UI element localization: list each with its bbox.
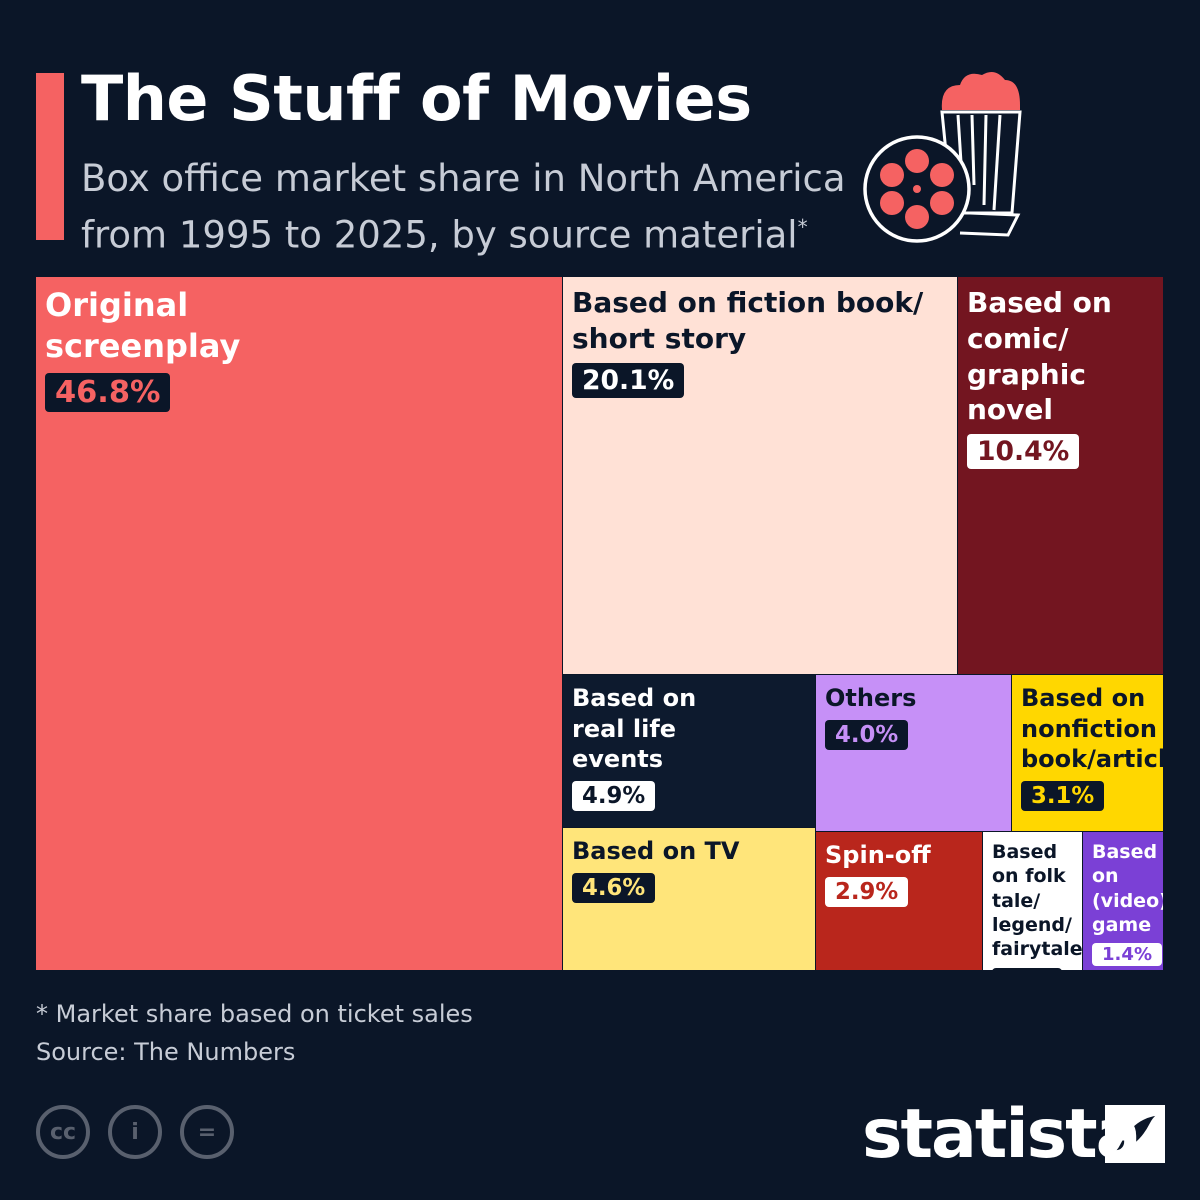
cell-value-badge: 1.4% xyxy=(1092,943,1163,967)
cell-value-badge: 2.9% xyxy=(825,876,909,907)
cell-label: Based on fiction book/ short story xyxy=(572,286,924,355)
treemap-cell-others: Others 4.0% xyxy=(816,675,1012,832)
treemap-cell-fiction-book: Based on fiction book/ short story 20.1% xyxy=(563,277,958,675)
source: Source: The Numbers xyxy=(36,1038,296,1066)
treemap-cell-real-life-events: Based on real life events 4.9% xyxy=(563,675,816,828)
cell-label: Based on (video) game xyxy=(1092,841,1164,936)
cc-icon[interactable]: cc xyxy=(36,1105,90,1159)
cell-value-badge: 4.0% xyxy=(825,719,909,750)
treemap-cell-original-screenplay: Original screenplay 46.8% xyxy=(36,277,563,971)
treemap-cell-comic-graphic-novel: Based on comic/ graphic novel 10.4% xyxy=(958,277,1164,675)
treemap: Original screenplay 46.8% Based on fiction… xyxy=(36,277,1164,971)
cell-value-badge: 4.9% xyxy=(572,781,656,812)
cell-value-badge: 4.6% xyxy=(572,872,656,903)
cell-label: Based on folk tale/ legend/ fairytale xyxy=(992,841,1083,961)
cell-label: Spin-off xyxy=(825,841,931,869)
subtitle-text: Box office market share in North America… xyxy=(81,157,846,257)
footnote: * Market share based on ticket sales xyxy=(36,1000,473,1028)
treemap-cell-video-game: Based on (video) game 1.4% xyxy=(1083,832,1164,971)
cell-value-badge: 20.1% xyxy=(572,362,685,398)
cell-label: Original screenplay xyxy=(45,286,241,365)
cell-label: Based on nonfiction book/article xyxy=(1021,684,1163,774)
cell-label: Based on TV xyxy=(572,837,740,865)
statista-logo: statista xyxy=(862,1095,1142,1174)
treemap-cell-folk-tale: Based on folk tale/ legend/ fairytale 1.8… xyxy=(983,832,1083,971)
cell-value-badge: 46.8% xyxy=(45,372,171,412)
title-accent-bar xyxy=(36,73,64,240)
cell-value-badge: 3.1% xyxy=(1021,781,1105,812)
treemap-cell-nonfiction-book: Based on nonfiction book/article 3.1% xyxy=(1012,675,1164,832)
cell-label: Others xyxy=(825,684,917,712)
chart-title: The Stuff of Movies xyxy=(81,62,752,135)
brand-name: statista xyxy=(862,1095,1142,1174)
film-reel-popcorn-icon xyxy=(863,71,1022,243)
chart-subtitle: Box office market share in North America… xyxy=(81,155,861,259)
subtitle-footnote-mark: * xyxy=(797,215,808,239)
no-derivatives-icon[interactable]: = xyxy=(180,1105,234,1159)
cell-value-badge: 1.8% xyxy=(992,967,1063,970)
cell-label: Based on comic/ graphic novel xyxy=(967,286,1112,427)
attribution-icon[interactable]: i xyxy=(108,1105,162,1159)
treemap-cell-based-on-tv: Based on TV 4.6% xyxy=(563,828,816,971)
cell-value-badge: 10.4% xyxy=(967,434,1080,470)
treemap-cell-spin-off: Spin-off 2.9% xyxy=(816,832,983,971)
statista-logo-icon xyxy=(1105,1105,1165,1163)
cell-label: Based on real life events xyxy=(572,684,697,774)
